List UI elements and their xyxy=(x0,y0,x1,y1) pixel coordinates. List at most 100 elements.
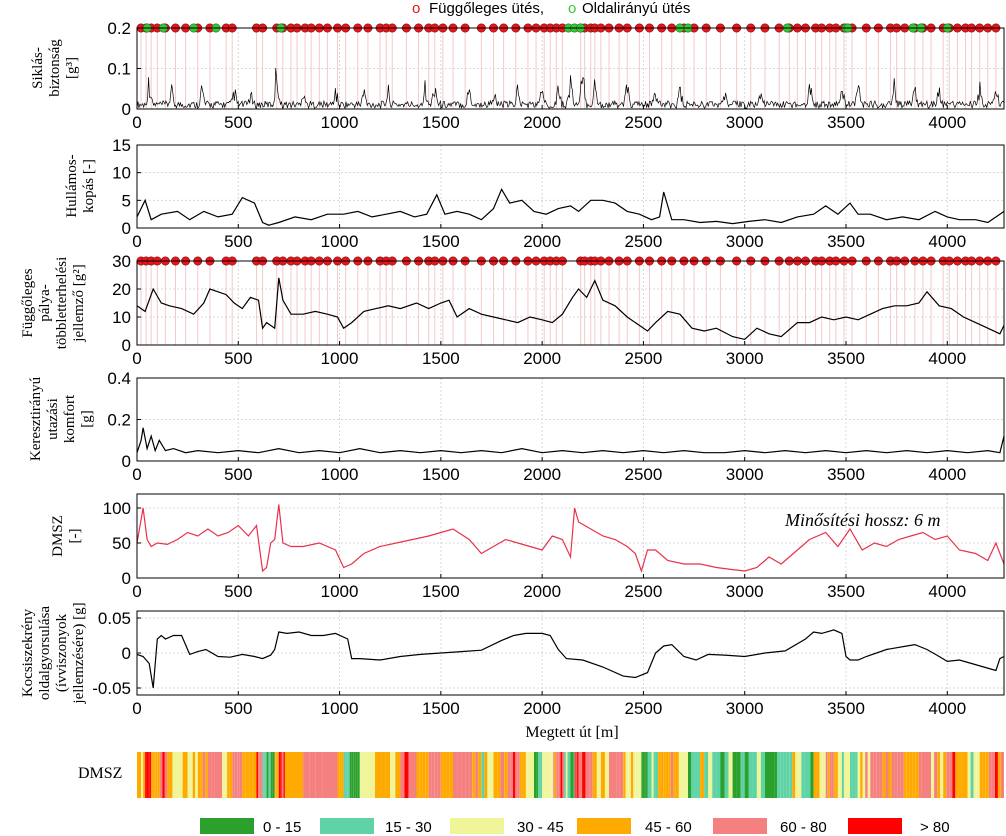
dmsz-strip-segment xyxy=(973,752,977,798)
dmsz-strip-segment xyxy=(375,752,381,798)
dmsz-strip-segment xyxy=(694,752,698,798)
dmsz-strip-segment xyxy=(903,752,907,798)
y-tick-label: 0.1 xyxy=(107,60,131,79)
x-tick-label: 3500 xyxy=(827,465,865,484)
dmsz-strip-segment xyxy=(276,752,278,798)
dmsz-strip-segment xyxy=(484,752,488,798)
dmsz-strip-segment xyxy=(395,752,401,798)
dmsz-strip-segment xyxy=(855,752,858,798)
dmsz-strip-segment xyxy=(928,752,931,798)
y-tick-label: 5 xyxy=(122,191,131,210)
dmsz-strip-segment xyxy=(315,752,323,798)
y-axis-label-line: Hullámos- xyxy=(64,154,80,217)
hit-legend: o Függőleges ütés, o Oldalirányú ütés xyxy=(412,0,690,17)
dmsz-strip-segment xyxy=(343,752,346,798)
x-tick-label: 2000 xyxy=(523,582,561,601)
dmsz-strip-segment xyxy=(850,752,853,798)
dmsz-strip-segment xyxy=(159,752,163,798)
dmsz-strip-segment xyxy=(525,752,528,798)
dmsz-strip-segment xyxy=(958,752,962,798)
x-tick-label: 1500 xyxy=(422,349,460,368)
dmsz-strip-segment xyxy=(655,752,659,798)
y-axis-label-line: Keresztirányú xyxy=(28,376,44,461)
x-tick-label: 2500 xyxy=(625,465,663,484)
dmsz-strip-segment xyxy=(154,752,156,798)
dmsz-strip-segment xyxy=(825,752,828,798)
dmsz-strip-segment xyxy=(264,752,266,798)
dmsz-strip-segment xyxy=(697,752,701,798)
dmsz-strip-segment xyxy=(232,752,235,798)
dmsz-strip-segment xyxy=(259,752,262,798)
dmsz-strip-segment xyxy=(810,752,814,798)
dmsz-strip-segment xyxy=(771,752,774,798)
dmsz-strip-segment xyxy=(297,752,304,798)
dmsz-strip-segment xyxy=(548,752,551,798)
y-axis-label-line: DMSZ xyxy=(50,515,66,557)
dmsz-strip-segment xyxy=(256,752,258,798)
dmsz-strip-segment xyxy=(155,752,158,798)
dmsz-strip-segment xyxy=(860,752,863,798)
dmsz-strip-segment xyxy=(839,752,842,798)
dmsz-strip-segment xyxy=(237,752,240,798)
dmsz-strip-segment xyxy=(562,752,565,798)
dmsz-strip-segment xyxy=(437,752,441,798)
dmsz-strip-segment xyxy=(780,752,784,798)
dmsz-strip-segment xyxy=(931,752,935,798)
dmsz-strip-segment xyxy=(148,752,150,798)
dmsz-strip-segment xyxy=(385,752,391,798)
dmsz-strip-segment xyxy=(894,752,898,798)
dmsz-strip-segment xyxy=(720,752,725,798)
dmsz-strip-segment xyxy=(651,752,654,798)
dmsz-strip-segment xyxy=(164,752,168,798)
dmsz-strip-segment xyxy=(278,752,281,798)
legend-swatch-0-15 xyxy=(200,818,254,834)
y-tick-label: 0.2 xyxy=(107,411,131,430)
dmsz-strip-segment xyxy=(446,752,450,798)
y-axis-label-line: [-] xyxy=(67,529,83,544)
dmsz-strip-segment xyxy=(952,752,956,798)
safety-signal-line xyxy=(136,67,1005,110)
dmsz-strip-segment xyxy=(540,752,543,798)
dmsz-strip-segment xyxy=(997,752,1001,798)
dmsz-strip-segment xyxy=(149,752,152,798)
y-tick-label: 30 xyxy=(112,252,131,271)
dmsz-strip-segment xyxy=(807,752,811,798)
dmsz-strip-segment xyxy=(351,752,354,798)
dmsz-strip-segment xyxy=(876,752,880,798)
dmsz-strip-segment xyxy=(922,752,925,798)
dmsz-strip-segment xyxy=(370,752,376,798)
y-tick-label: 0.4 xyxy=(107,369,131,388)
dmsz-strip-segment xyxy=(985,752,989,798)
lateral-hit-marker: o xyxy=(568,0,576,17)
dmsz-color-strip xyxy=(137,752,1004,798)
dmsz-strip-segment xyxy=(852,752,856,798)
dmsz-strip-segment xyxy=(712,752,717,798)
dmsz-strip-segment xyxy=(665,752,669,798)
dmsz-strip-segment xyxy=(281,752,284,798)
dmsz-strip-segment xyxy=(262,752,264,798)
dmsz-strip-segment xyxy=(630,752,634,798)
x-tick-label: 0 xyxy=(132,699,141,718)
dmsz-strip-segment xyxy=(600,752,605,798)
x-tick-label: 1500 xyxy=(422,465,460,484)
dmsz-strip-segment xyxy=(546,752,549,798)
dmsz-strip-segment xyxy=(512,752,516,798)
dmsz-strip-segment xyxy=(592,752,597,798)
x-tick-label: 4000 xyxy=(928,465,966,484)
dmsz-strip-segment xyxy=(364,752,370,798)
dmsz-strip-segment xyxy=(744,752,749,798)
dmsz-strip-segment xyxy=(641,752,643,798)
dmsz-strip-segment xyxy=(528,752,530,798)
dmsz-strip-segment xyxy=(434,752,438,798)
x-tick-label: 3500 xyxy=(827,113,865,132)
x-tick-label: 3000 xyxy=(726,113,764,132)
y-tick-label: 50 xyxy=(112,534,131,553)
dmsz-strip-segment xyxy=(277,752,279,798)
x-tick-label: 3000 xyxy=(726,465,764,484)
dmsz-strip-segment xyxy=(507,752,511,798)
dmsz-strip-segment xyxy=(224,752,228,798)
x-tick-label: 500 xyxy=(224,349,252,368)
y-axis-label: Függőlegespálya-többletterhelésijellemző… xyxy=(20,257,87,349)
x-tick-label: 1500 xyxy=(422,582,460,601)
dmsz-strip-segment xyxy=(553,752,555,798)
